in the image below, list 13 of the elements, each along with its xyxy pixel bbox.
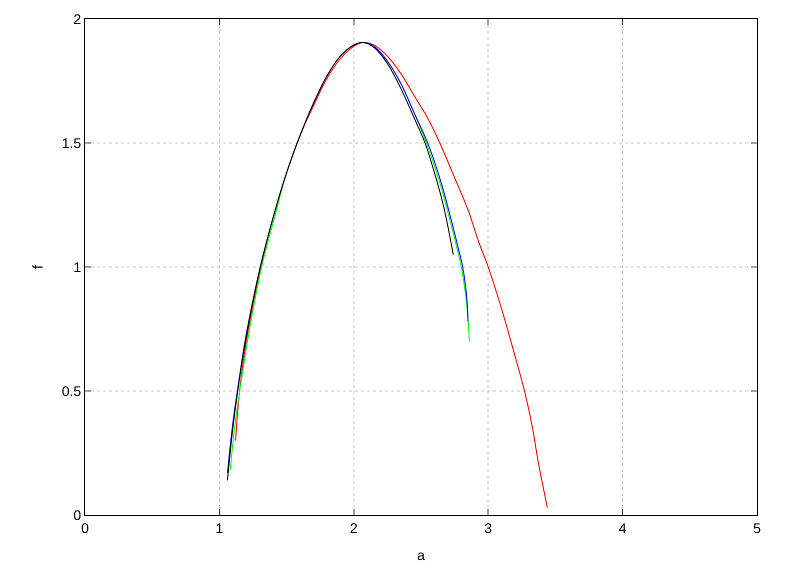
y-tick-label: 0 [73, 506, 82, 523]
x-tick-label: 5 [753, 520, 762, 536]
y-tick-label: 2 [73, 10, 82, 27]
x-axis-title: a [417, 547, 426, 564]
y-axis-title: f [29, 264, 46, 269]
line-series [235, 42, 548, 508]
y-tick-label: 1 [73, 258, 82, 275]
y-tick-label: 1.5 [62, 134, 82, 151]
x-tick-label: 4 [618, 520, 627, 536]
x-tick-label: 2 [350, 520, 358, 536]
x-tick-label: 1 [216, 520, 224, 536]
x-tick-label: 3 [484, 520, 492, 536]
y-tick-label: 0.5 [62, 382, 82, 399]
